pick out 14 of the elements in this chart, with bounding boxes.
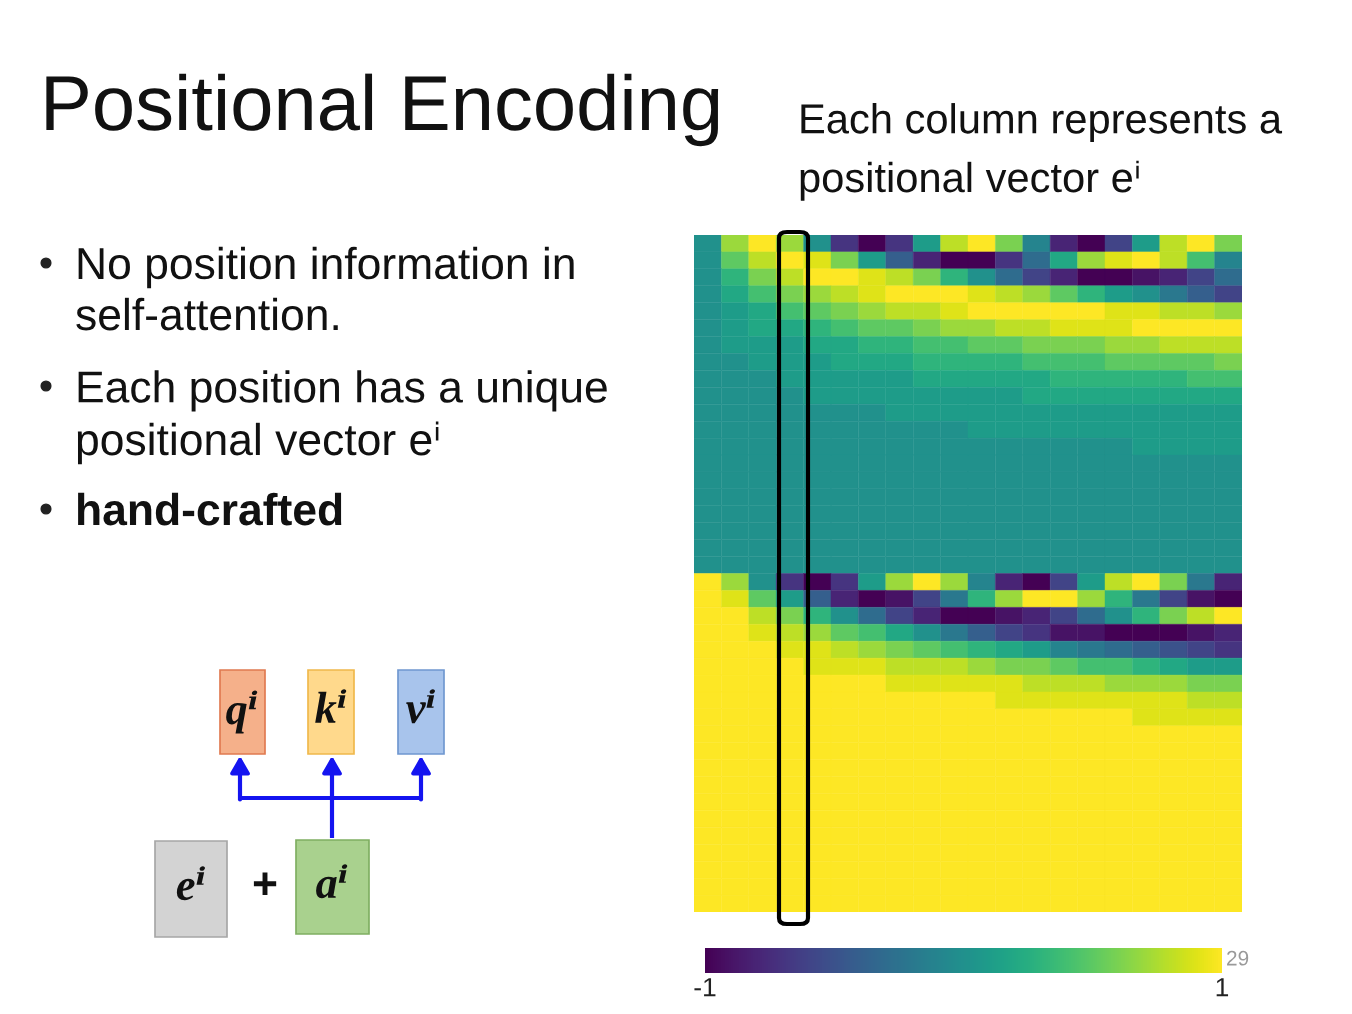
chart-title: Positional Encoding	[46, 73, 719, 147]
text: hand-crafted	[78, 492, 342, 526]
text: vⁱ	[406, 689, 435, 724]
text: No position information in self-attention.	[76, 246, 574, 331]
text: eⁱ	[176, 866, 205, 901]
chart-subtitle: Each column represents a positional vector eⁱ	[800, 103, 1283, 201]
color-bar-label: -1	[694, 978, 716, 997]
color-bar-label: 1	[1216, 978, 1229, 997]
text: +	[253, 872, 277, 895]
text: kⁱ	[315, 689, 347, 723]
text: aⁱ	[316, 864, 348, 899]
text: 29	[1227, 950, 1249, 966]
text: Each position has a unique positional vector eⁱ	[77, 370, 607, 465]
text: qⁱ	[226, 690, 258, 734]
